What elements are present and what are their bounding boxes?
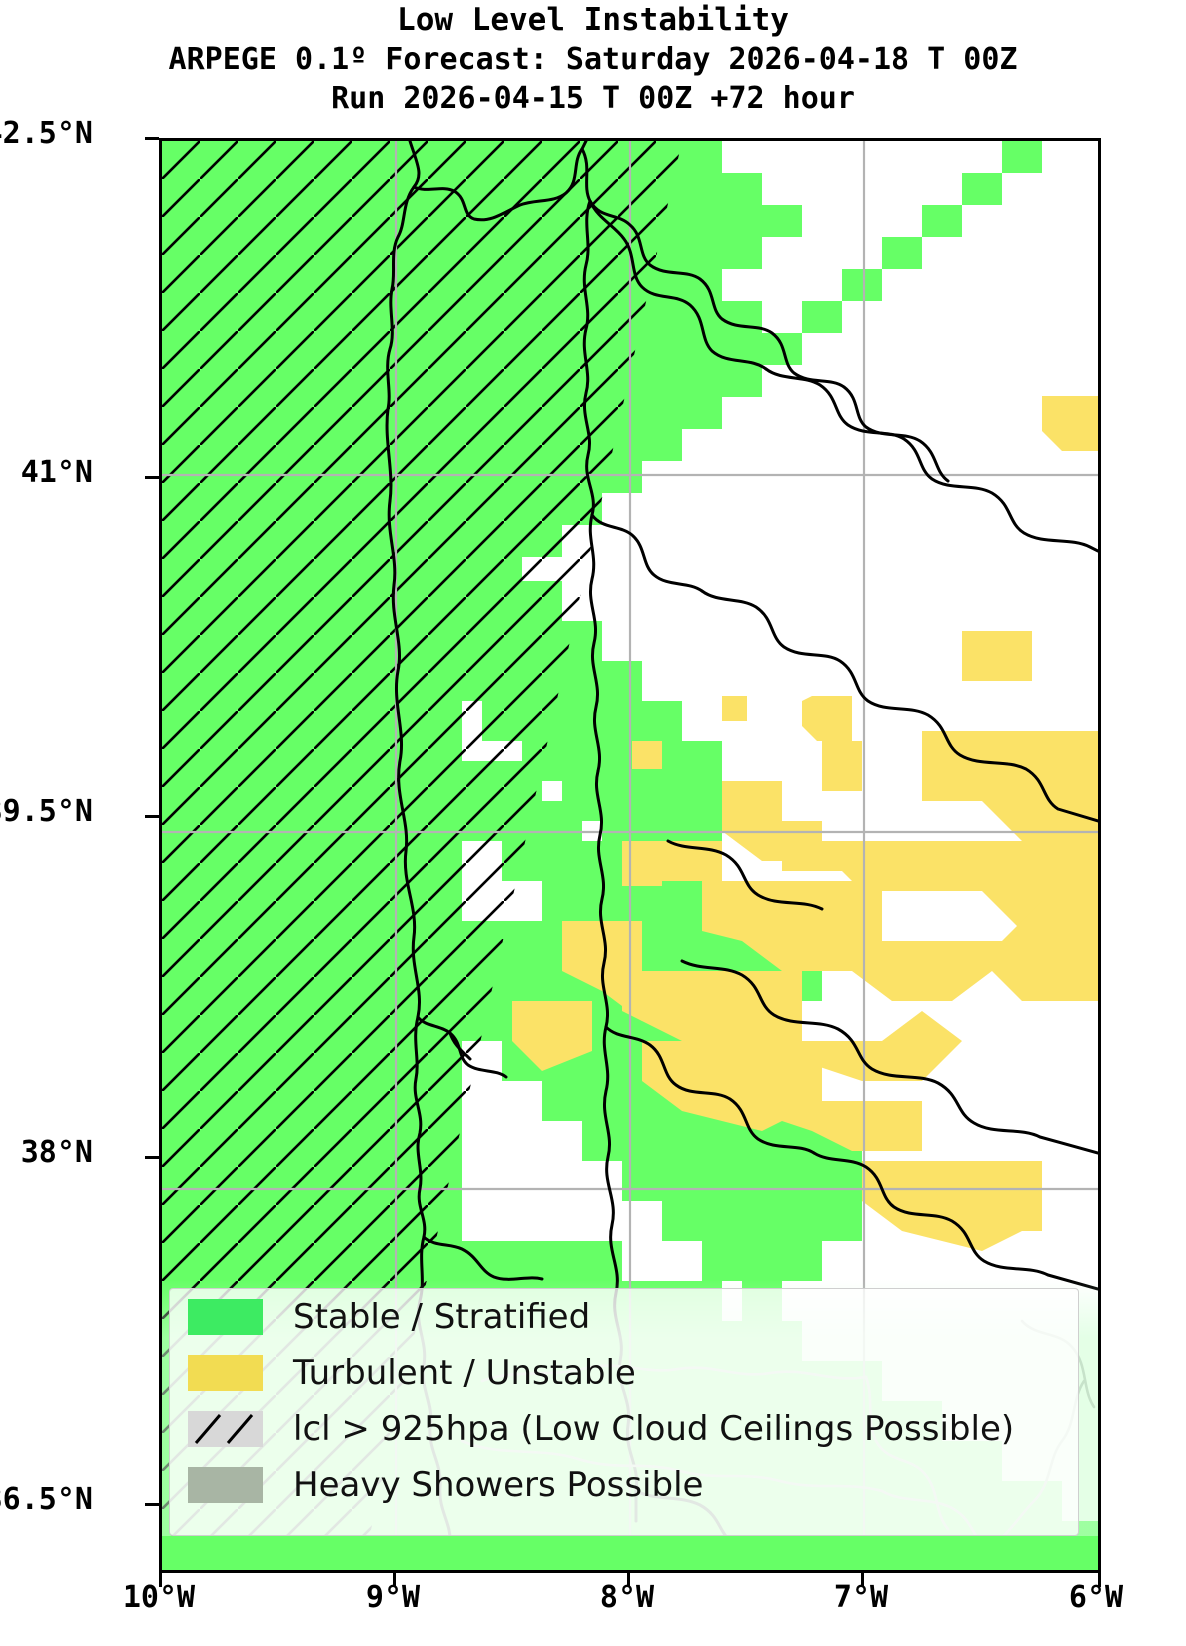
xtick-mark-3 xyxy=(861,1573,864,1587)
ytick-label-4: 36.5°N xyxy=(0,1482,93,1517)
page-title: Low Level Instability xyxy=(397,2,789,38)
legend-item-lcl[interactable]: lcl > 925hpa (Low Cloud Ceilings Possibl… xyxy=(188,1401,1078,1457)
bottom-green-strip xyxy=(162,1536,1098,1570)
map-legend[interactable]: Stable / Stratified Turbulent / Unstable… xyxy=(169,1288,1079,1536)
ytick-mark-3 xyxy=(145,1156,159,1159)
legend-label-unstable: Turbulent / Unstable xyxy=(293,1353,636,1393)
unstable-region-fill xyxy=(512,396,1098,1251)
legend-item-stable[interactable]: Stable / Stratified xyxy=(188,1289,1078,1345)
legend-label-showers: Heavy Showers Possible xyxy=(293,1465,704,1505)
xtick-mark-0 xyxy=(159,1573,162,1587)
legend-item-showers[interactable]: Heavy Showers Possible xyxy=(188,1457,1078,1513)
title-block: Low Level Instability ARPEGE 0.1º Foreca… xyxy=(0,0,1186,118)
ytick-mark-2 xyxy=(145,815,159,818)
xtick-label-4: 6°W xyxy=(1068,1580,1124,1615)
legend-swatch-unstable xyxy=(188,1355,263,1391)
ytick-mark-4 xyxy=(145,1503,159,1506)
ytick-label-2: 39.5°N xyxy=(0,794,93,829)
hatch-icon xyxy=(188,1411,263,1447)
ytick-label-1: 41°N xyxy=(20,455,93,490)
legend-item-unstable[interactable]: Turbulent / Unstable xyxy=(188,1345,1078,1401)
legend-label-stable: Stable / Stratified xyxy=(293,1297,591,1337)
ytick-mark-0 xyxy=(145,137,159,140)
legend-label-lcl: lcl > 925hpa (Low Cloud Ceilings Possibl… xyxy=(293,1409,1015,1449)
xtick-mark-4 xyxy=(1098,1573,1101,1587)
legend-swatch-stable xyxy=(188,1299,263,1335)
run-subtitle: Run 2026-04-15 T 00Z +72 hour xyxy=(331,81,855,116)
xtick-mark-2 xyxy=(627,1573,630,1587)
ytick-label-0: 42.5°N xyxy=(0,116,93,151)
forecast-subtitle: ARPEGE 0.1º Forecast: Saturday 2026-04-1… xyxy=(168,42,1018,77)
ytick-label-3: 38°N xyxy=(20,1135,93,1170)
xtick-mark-1 xyxy=(393,1573,396,1587)
lcl-hatch-overlay xyxy=(162,141,682,1570)
ytick-mark-1 xyxy=(145,476,159,479)
legend-swatch-lcl xyxy=(188,1411,263,1447)
legend-swatch-showers xyxy=(188,1467,263,1503)
